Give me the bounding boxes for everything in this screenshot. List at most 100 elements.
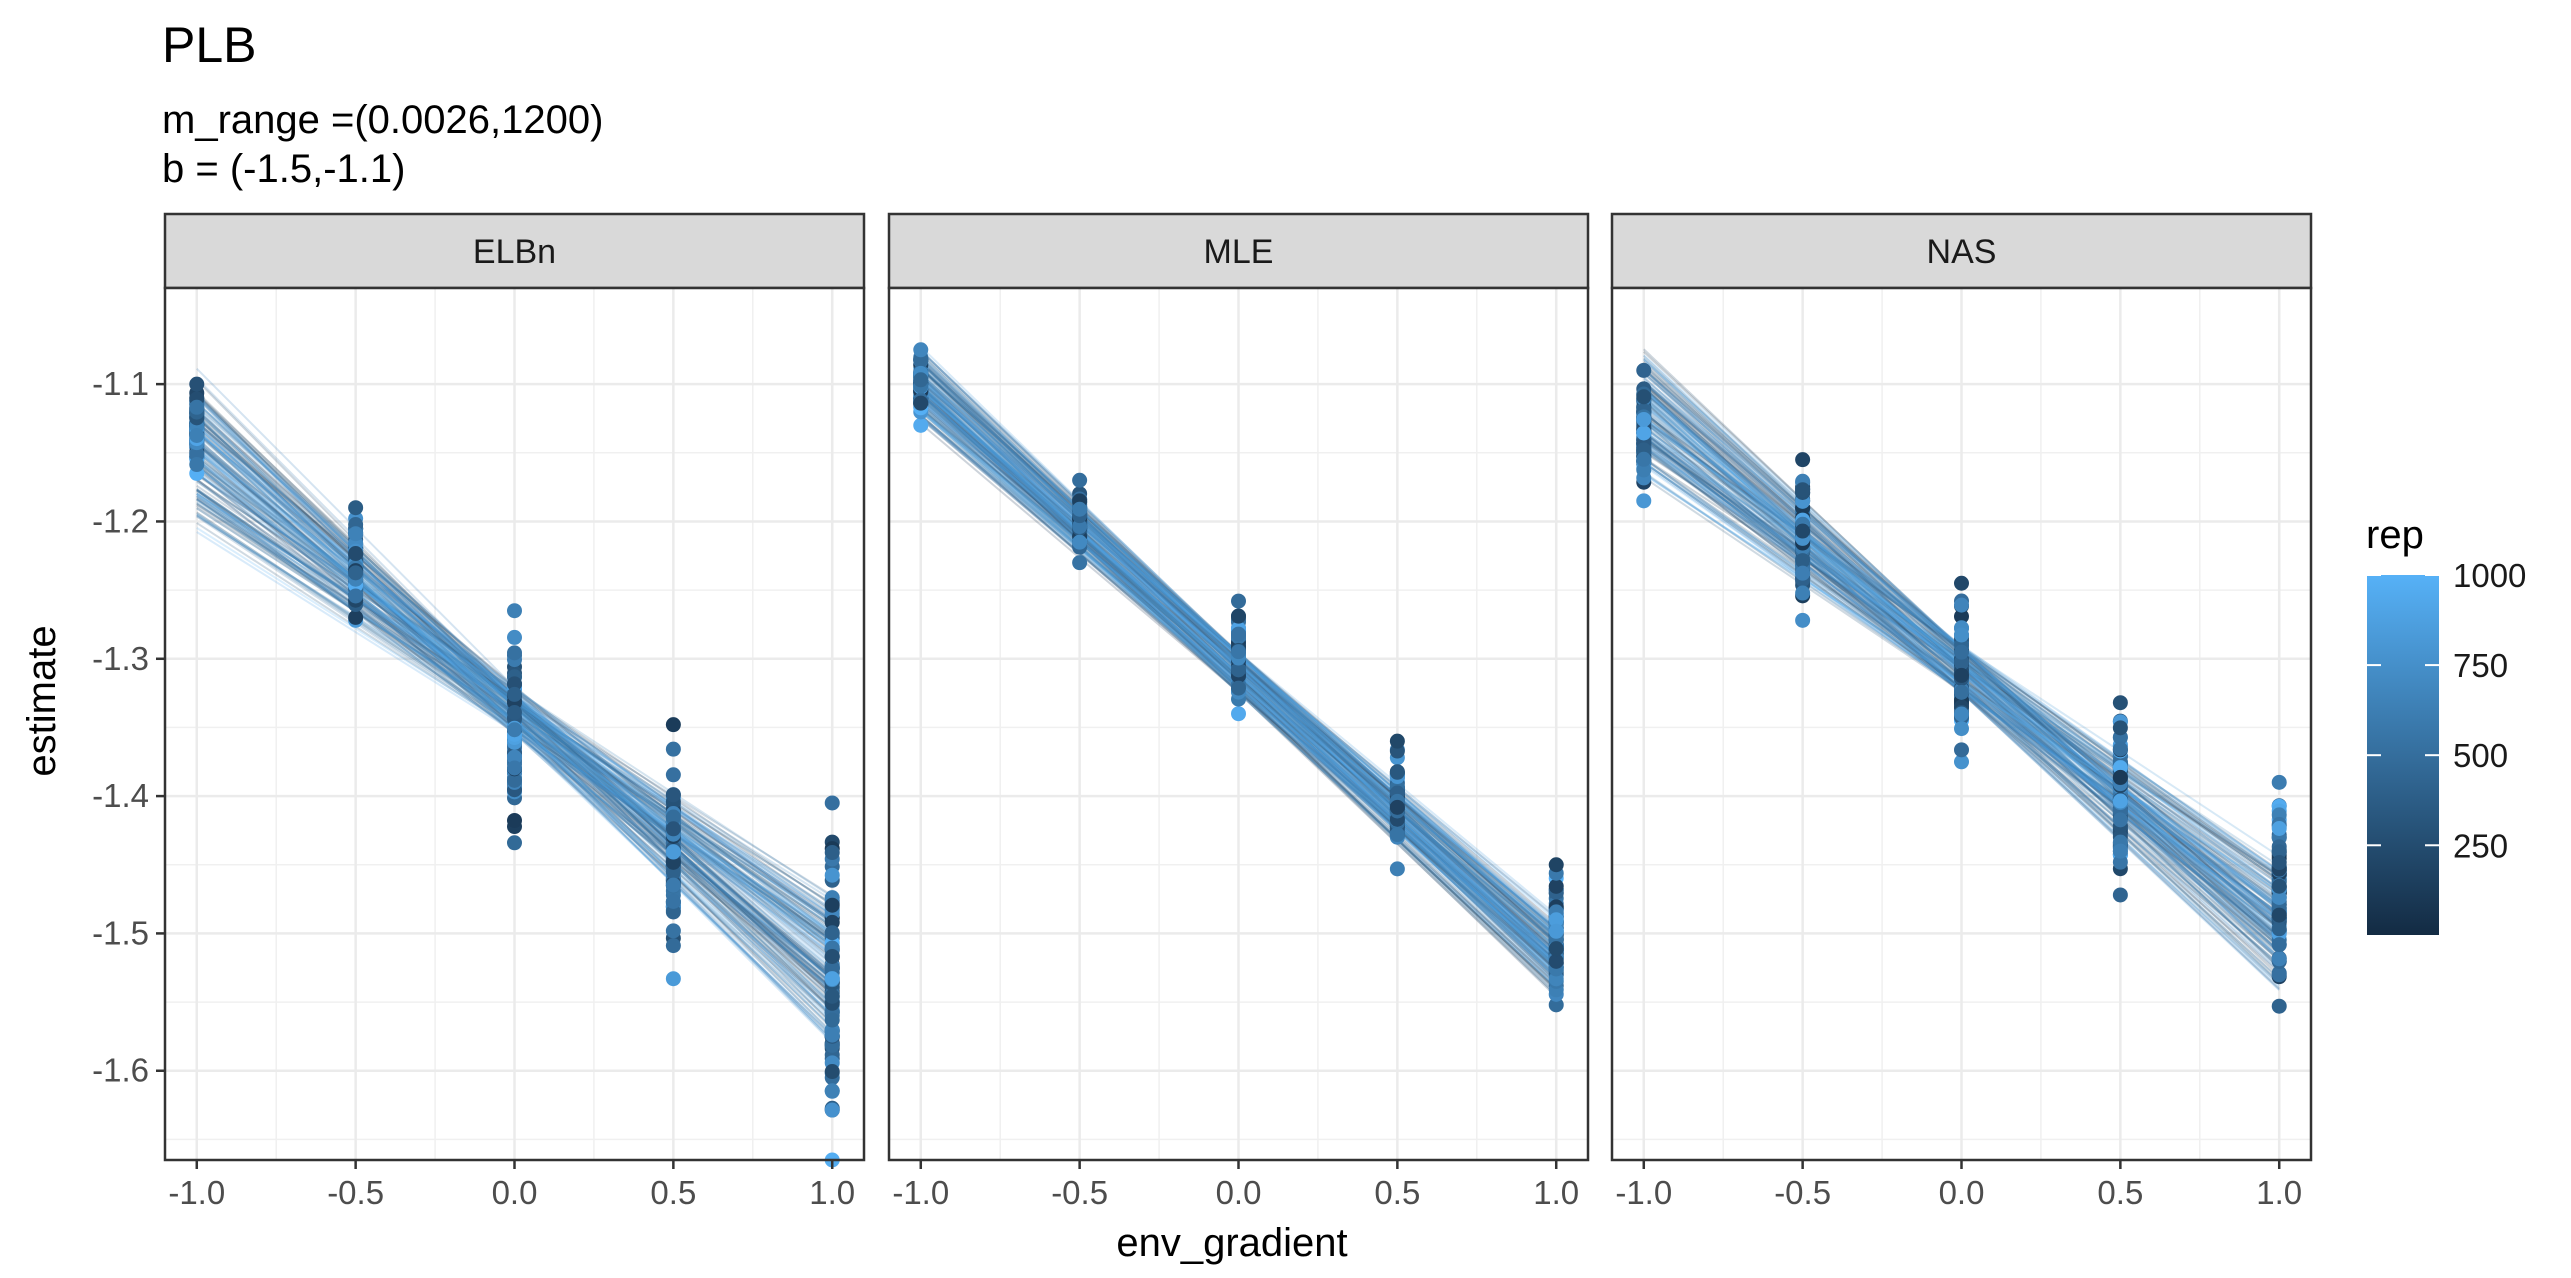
data-point xyxy=(2112,812,2128,828)
legend-label: 1000 xyxy=(2453,557,2526,594)
data-point xyxy=(1954,742,1969,758)
data-point xyxy=(1231,608,1246,624)
data-points xyxy=(189,376,840,1168)
data-point xyxy=(507,676,522,692)
data-point xyxy=(824,897,840,913)
facet-strip-label: ELBn xyxy=(473,233,556,271)
data-point xyxy=(2271,951,2287,967)
data-point xyxy=(1795,452,1811,468)
data-point xyxy=(2271,921,2287,937)
legend-title: rep xyxy=(2366,513,2424,557)
data-point xyxy=(1548,878,1564,894)
data-point xyxy=(665,894,681,910)
x-tick-label: 1.0 xyxy=(1533,1174,1579,1211)
facet-panel-nas: NAS -1.0 -0.5 0.0 0.5 1.0 xyxy=(1610,212,2313,1211)
data-point xyxy=(1954,684,1969,700)
x-tick-label: -1.0 xyxy=(168,1174,225,1211)
data-point xyxy=(1389,861,1405,877)
data-point xyxy=(1954,575,1969,591)
y-axis: -1.1 -1.2 -1.3 -1.4 -1.5 -1.6 xyxy=(92,365,165,1089)
legend-label: 750 xyxy=(2453,647,2508,684)
data-point xyxy=(2112,887,2128,903)
data-point xyxy=(189,376,205,392)
facet-panels: ELBn -1.0 -0.5 0.0 0.5 1.0 MLE -1.0 -0.5 0.0 0.5 1.… xyxy=(163,212,2313,1211)
y-tick-label: -1.5 xyxy=(92,914,149,951)
data-point xyxy=(824,867,840,883)
x-tick-label: 0.5 xyxy=(650,1174,696,1211)
data-point xyxy=(1072,534,1088,550)
chart-title: PLB xyxy=(162,17,257,73)
data-point xyxy=(824,988,840,1004)
data-point xyxy=(189,457,205,473)
data-point xyxy=(2271,937,2287,953)
chart-subtitle-line-2: b = (-1.5,-1.1) xyxy=(162,147,405,191)
data-point xyxy=(1954,627,1969,643)
data-point xyxy=(507,760,522,776)
data-point xyxy=(507,835,522,851)
data-point xyxy=(1548,912,1564,928)
data-point xyxy=(824,948,840,964)
data-point xyxy=(1072,472,1088,488)
data-points xyxy=(913,342,1564,1013)
data-point xyxy=(1954,644,1969,660)
data-point xyxy=(824,1064,840,1080)
data-point xyxy=(824,971,840,987)
data-point xyxy=(2271,967,2287,983)
data-point xyxy=(1231,626,1246,642)
data-point xyxy=(1231,593,1246,609)
data-point xyxy=(1548,941,1564,957)
data-point xyxy=(2112,741,2128,757)
y-tick-label: -1.1 xyxy=(92,365,149,402)
data-point xyxy=(1548,997,1564,1013)
data-point xyxy=(665,787,681,803)
data-point xyxy=(1636,389,1652,405)
data-point xyxy=(348,500,364,516)
data-point xyxy=(1795,523,1811,539)
x-tick-label: 0.5 xyxy=(2097,1174,2143,1211)
data-point xyxy=(665,821,681,837)
data-point xyxy=(348,588,364,604)
data-point xyxy=(1795,585,1811,601)
data-points xyxy=(1636,362,2287,1014)
legend-label: 250 xyxy=(2453,827,2508,864)
facet-strip xyxy=(163,212,866,290)
data-point xyxy=(1548,953,1564,969)
data-point xyxy=(1389,827,1405,843)
x-tick-label: 1.0 xyxy=(809,1174,855,1211)
data-point xyxy=(507,722,522,738)
data-point xyxy=(2112,720,2128,736)
data-point xyxy=(665,971,681,987)
data-point xyxy=(665,904,681,920)
data-point xyxy=(1231,644,1246,660)
y-tick-label: -1.2 xyxy=(92,502,149,539)
y-tick-label: -1.6 xyxy=(92,1052,149,1089)
data-point xyxy=(665,844,681,860)
data-point xyxy=(2112,769,2128,785)
data-point xyxy=(1548,923,1564,939)
data-point xyxy=(348,546,364,562)
data-point xyxy=(2271,774,2287,790)
legend-label: 500 xyxy=(2453,737,2508,774)
data-point xyxy=(913,417,929,433)
x-tick-label: -1.0 xyxy=(892,1174,949,1211)
x-tick-label: 0.0 xyxy=(1216,1174,1262,1211)
data-point xyxy=(2112,854,2128,870)
data-point xyxy=(1954,667,1969,683)
data-point xyxy=(913,372,929,388)
data-point xyxy=(2112,695,2128,711)
data-point xyxy=(824,1083,840,1099)
data-point xyxy=(1795,565,1811,581)
data-point xyxy=(665,854,681,870)
facet-panel-elbn: ELBn -1.0 -0.5 0.0 0.5 1.0 xyxy=(163,212,866,1211)
data-point xyxy=(665,767,681,783)
data-point xyxy=(824,1027,840,1043)
data-point xyxy=(1795,612,1811,628)
data-point xyxy=(824,1012,840,1028)
data-point xyxy=(2271,907,2287,923)
data-point xyxy=(1072,519,1088,535)
facet-strip-label: NAS xyxy=(1927,233,1997,271)
x-tick-label: -0.5 xyxy=(327,1174,384,1211)
facet-strip-label: MLE xyxy=(1204,233,1274,271)
color-legend: rep 250 500 750 1000 xyxy=(2366,513,2526,935)
